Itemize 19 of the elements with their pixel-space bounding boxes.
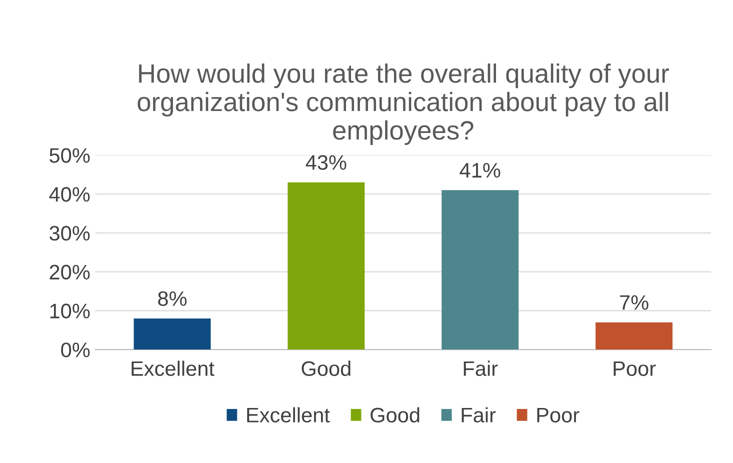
- legend-label: Poor: [537, 408, 580, 423]
- y-tick-label: 0%: [61, 342, 90, 358]
- y-tick-label: 40%: [49, 187, 90, 202]
- x-tick-label: Fair: [464, 360, 498, 376]
- legend-label: Good: [370, 407, 420, 423]
- y-tick-label: 50%: [50, 148, 90, 163]
- x-tick-label: Good: [302, 360, 350, 376]
- x-tick-label: Poor: [614, 361, 656, 376]
- y-tick-label: 30%: [50, 226, 90, 241]
- data-label: 43%: [306, 155, 346, 170]
- data-label: 41%: [460, 162, 500, 178]
- legend-label: Excellent: [247, 407, 330, 423]
- x-tick-label: Excellent: [132, 360, 214, 376]
- y-tick-label: 20%: [50, 264, 90, 280]
- data-label: 7%: [620, 295, 648, 310]
- data-label: 8%: [158, 291, 187, 306]
- chart-title: How would you rate the overall quality of your organization's communication about pay to all employees?: [138, 64, 669, 145]
- legend-label: Fair: [462, 407, 496, 423]
- y-tick-label: 10%: [50, 304, 90, 318]
